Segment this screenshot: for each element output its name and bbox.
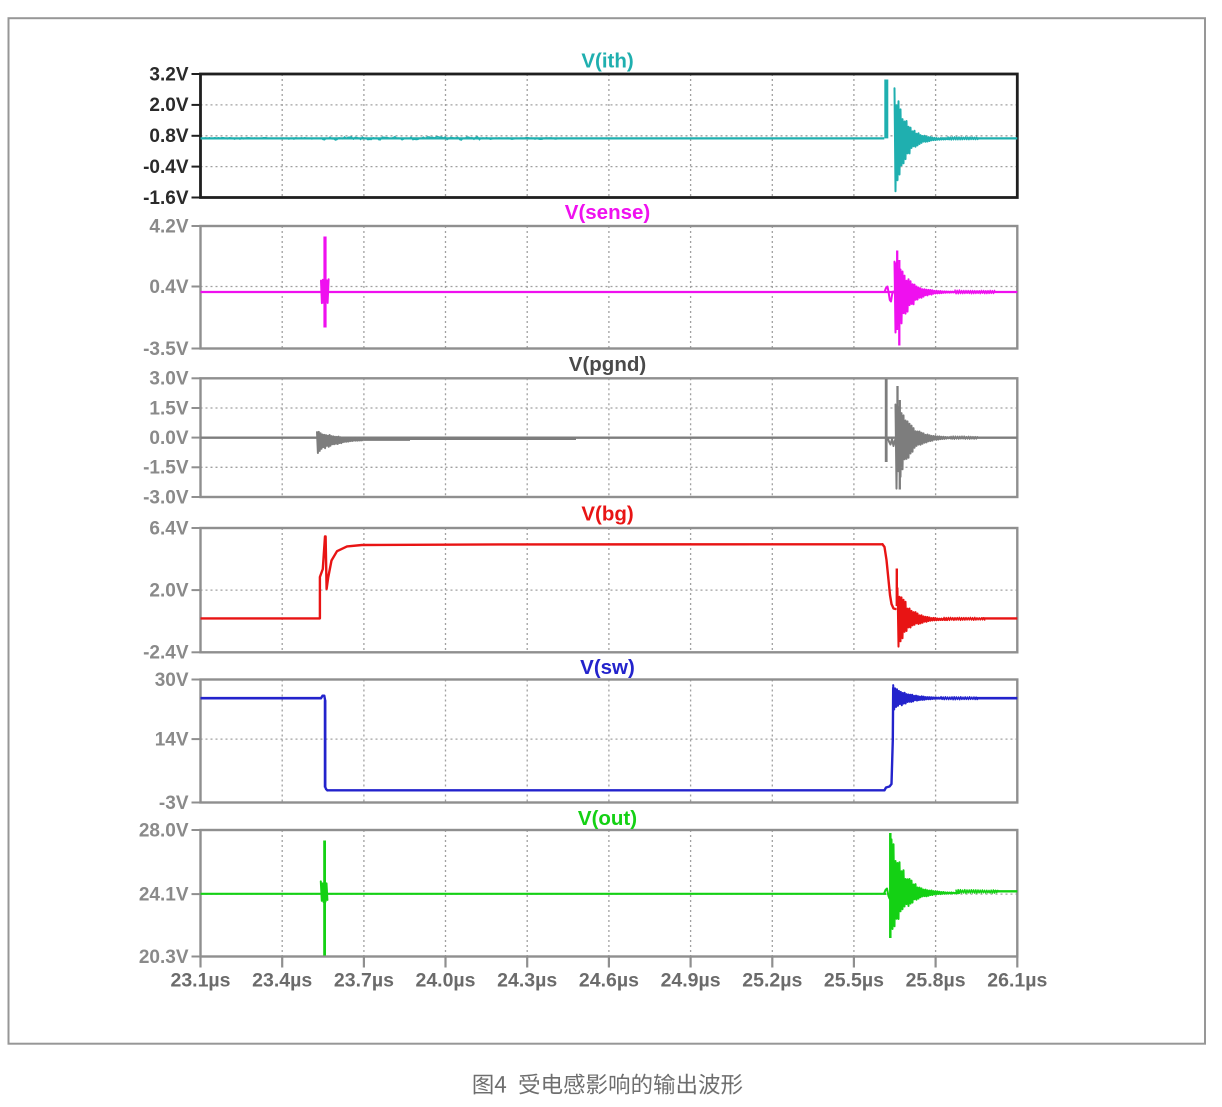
svg-text:30V: 30V — [155, 670, 189, 691]
svg-text:24.3µs: 24.3µs — [497, 970, 557, 992]
svg-text:26.1µs: 26.1µs — [987, 970, 1047, 992]
svg-text:V(sw): V(sw) — [580, 656, 635, 679]
svg-text:25.5µs: 25.5µs — [824, 970, 884, 992]
svg-text:24.9µs: 24.9µs — [661, 970, 721, 992]
svg-text:V(ith): V(ith) — [581, 50, 633, 73]
svg-text:24.1V: 24.1V — [139, 884, 189, 905]
svg-text:0.0V: 0.0V — [149, 428, 188, 449]
svg-text:V(sense): V(sense) — [565, 201, 650, 224]
svg-text:-2.4V: -2.4V — [143, 643, 189, 664]
svg-text:V(out): V(out) — [578, 807, 637, 830]
svg-text:-3V: -3V — [159, 793, 189, 814]
svg-text:28.0V: 28.0V — [139, 820, 189, 841]
svg-text:3.0V: 3.0V — [149, 369, 188, 390]
svg-text:2.0V: 2.0V — [149, 95, 188, 116]
svg-text:25.2µs: 25.2µs — [742, 970, 802, 992]
svg-text:0.4V: 0.4V — [149, 277, 188, 298]
svg-text:23.4µs: 23.4µs — [252, 970, 312, 992]
svg-text:V(pgnd): V(pgnd) — [569, 353, 646, 376]
svg-text:-1.6V: -1.6V — [143, 188, 189, 209]
svg-text:20.3V: 20.3V — [139, 947, 189, 968]
svg-text:1.5V: 1.5V — [149, 398, 188, 419]
svg-text:V(bg): V(bg) — [581, 502, 633, 525]
svg-text:23.7µs: 23.7µs — [334, 970, 394, 992]
svg-text:-3.0V: -3.0V — [143, 487, 189, 508]
svg-text:2.0V: 2.0V — [149, 580, 188, 601]
svg-text:24.0µs: 24.0µs — [415, 970, 475, 992]
svg-text:-1.5V: -1.5V — [143, 458, 189, 479]
svg-text:23.1µs: 23.1µs — [170, 970, 230, 992]
svg-text:0.8V: 0.8V — [149, 126, 188, 147]
svg-text:25.8µs: 25.8µs — [906, 970, 966, 992]
svg-text:24.6µs: 24.6µs — [579, 970, 639, 992]
svg-text:6.4V: 6.4V — [149, 518, 188, 539]
svg-text:3.2V: 3.2V — [149, 64, 188, 85]
svg-text:-0.4V: -0.4V — [143, 157, 189, 178]
svg-text:-3.5V: -3.5V — [143, 339, 189, 360]
svg-text:14V: 14V — [155, 729, 189, 750]
svg-text:4.2V: 4.2V — [149, 216, 188, 237]
